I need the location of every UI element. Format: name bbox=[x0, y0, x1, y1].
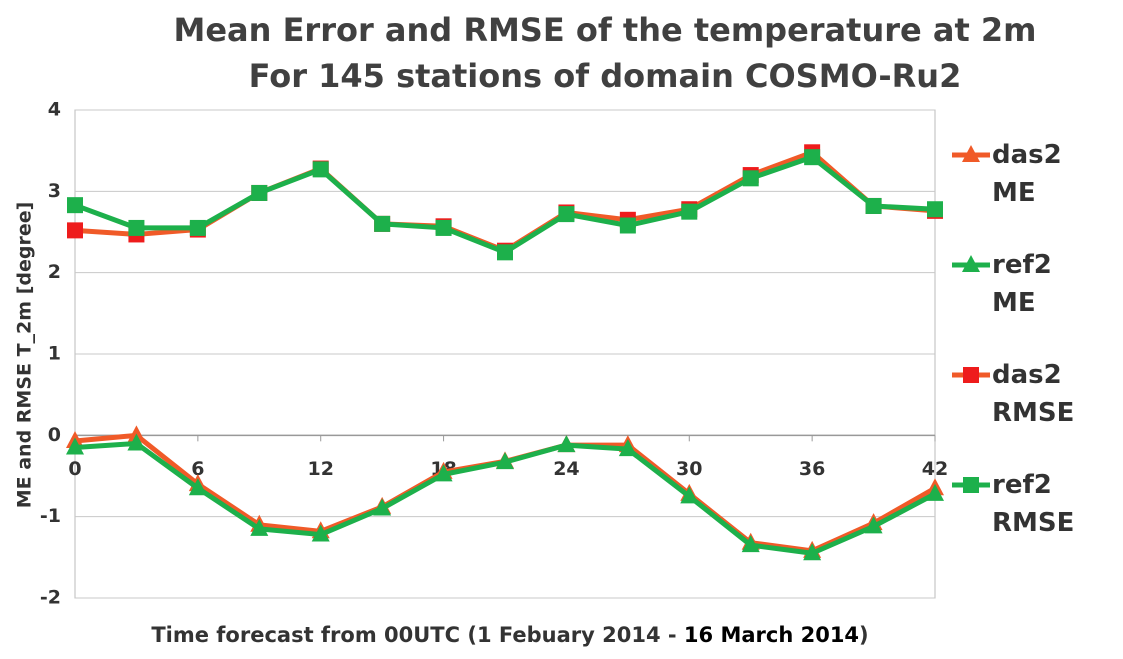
marker bbox=[804, 149, 821, 166]
marker bbox=[741, 535, 760, 553]
y-tick-label: 2 bbox=[48, 261, 61, 283]
marker bbox=[680, 486, 699, 504]
marker bbox=[374, 215, 391, 232]
marker bbox=[127, 433, 146, 451]
x-axis-label-part: 16 March 2014 bbox=[684, 623, 859, 647]
x-tick-label: 42 bbox=[922, 458, 948, 480]
marker bbox=[927, 201, 943, 218]
marker bbox=[67, 197, 83, 214]
legend-marker bbox=[963, 367, 979, 383]
marker bbox=[311, 524, 330, 542]
x-tick-label: 24 bbox=[553, 458, 579, 480]
y-tick-label: 1 bbox=[48, 343, 61, 365]
x-tick-label: 30 bbox=[676, 458, 702, 480]
chart-title: Mean Error and RMSE of the temperature a… bbox=[174, 11, 1037, 49]
x-tick-label: 12 bbox=[307, 458, 333, 480]
x-tick-label: 6 bbox=[191, 458, 204, 480]
marker bbox=[865, 197, 882, 214]
x-axis-label: Time forecast from 00UTC (1 Febuary 2014… bbox=[151, 623, 868, 647]
marker bbox=[496, 452, 514, 470]
marker bbox=[188, 478, 207, 496]
y-tick-label: 3 bbox=[48, 180, 61, 202]
marker bbox=[681, 203, 698, 220]
y-axis-label: ME and RMSE T_2m [degree] bbox=[14, 202, 36, 509]
x-tick-label: 36 bbox=[799, 458, 825, 480]
marker bbox=[926, 483, 944, 501]
marker bbox=[742, 170, 759, 187]
marker bbox=[435, 219, 452, 236]
legend-label: das2 RMSE bbox=[992, 360, 1075, 428]
marker bbox=[434, 464, 453, 482]
y-tick-label: -1 bbox=[40, 505, 61, 527]
marker bbox=[250, 518, 269, 536]
marker bbox=[66, 437, 84, 455]
marker bbox=[803, 543, 822, 561]
y-tick-label: 4 bbox=[48, 99, 61, 121]
x-tick-label: 0 bbox=[68, 458, 81, 480]
chart-subtitle: For 145 stations of domain COSMO-Ru2 bbox=[249, 57, 962, 95]
legend-label: ref2 RMSE bbox=[992, 470, 1075, 538]
legend-marker bbox=[962, 145, 980, 162]
marker bbox=[618, 439, 637, 457]
marker bbox=[251, 184, 268, 201]
y-tick-label: 0 bbox=[48, 424, 61, 446]
marker bbox=[558, 206, 575, 223]
marker bbox=[864, 516, 883, 534]
series-line bbox=[74, 154, 936, 255]
legend-marker bbox=[963, 477, 979, 493]
marker bbox=[67, 222, 83, 239]
marker bbox=[373, 498, 392, 516]
marker bbox=[128, 219, 145, 236]
y-tick-label: -2 bbox=[40, 587, 61, 609]
x-axis-label-part: Time forecast from 00UTC (1 Febuary 2014… bbox=[151, 623, 676, 647]
marker bbox=[497, 244, 513, 261]
marker bbox=[619, 217, 636, 234]
marker bbox=[189, 219, 206, 236]
legend-marker bbox=[962, 255, 980, 272]
marker bbox=[312, 161, 329, 178]
x-axis-label-part: ) bbox=[859, 623, 869, 647]
legend-label: das2 ME bbox=[992, 140, 1062, 208]
marker bbox=[557, 435, 576, 453]
legend-label: ref2 ME bbox=[992, 250, 1052, 318]
